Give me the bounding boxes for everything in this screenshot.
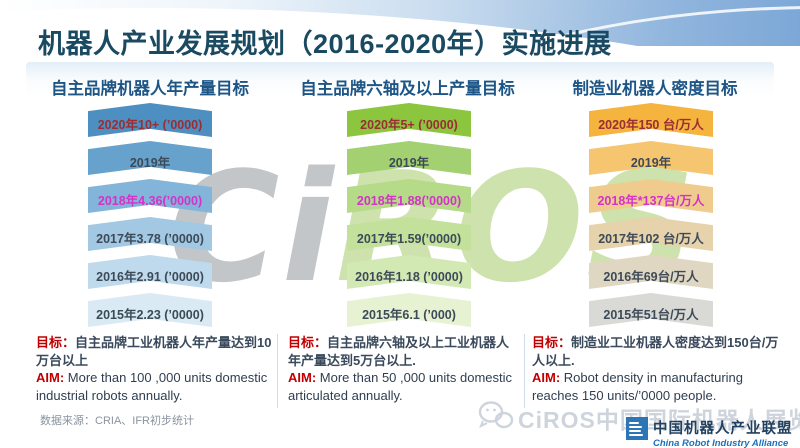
wechat-icon [478,399,514,436]
aim-text: More than 50 ,000 units domestic articul… [288,370,513,403]
chevron-row: 2017年102 台/万人 [589,217,713,251]
expo-watermark-text: CiROS中国国际机器人展览会 [518,406,800,433]
goal-text: 制造业工业机器人密度达到150台/万人以上. [532,335,779,368]
chevron-stack-annual-output: 2020年10+ (’0000) 2019年 2018年4.36(’0000) 201… [88,103,212,331]
goal-label: 目标： [36,335,76,350]
header-strip [26,62,774,96]
chevron-row: 2018年1.88(’0000) [347,179,471,213]
chevron-row: 2015年2.23 (’0000) [88,293,212,327]
divider [524,334,525,408]
chevron-row: 2017年1.59(’0000) [347,217,471,251]
aim-text: Robot density in manufacturing reaches 1… [532,370,744,403]
chevron-row: 2018年4.36(’0000) [88,179,212,213]
chevron-row: 2016年2.91 (’0000) [88,255,212,289]
alliance-logo-mark [626,417,648,440]
chevron-row: 2020年10+ (’0000) [88,103,212,137]
chevron-row: 2019年 [589,141,713,175]
alliance-name-cn: 中国机器人产业联盟 [653,421,793,437]
goal-text: 自主品牌六轴及以上工业机器人年产量达到5万台以上. [288,335,510,368]
chevron-row: 2020年150 台/万人 [589,103,713,137]
chevron-row: 2015年6.1 (’000) [347,293,471,327]
chevron-stack-robot-density: 2020年150 台/万人 2019年 2018年*137台/万人 2017年102 … [589,103,713,331]
chevron-stack-six-axis-output: 2020年5+ (’0000) 2019年 2018年1.88(’0000) 2017… [347,103,471,331]
chevron-row: 2019年 [88,141,212,175]
chevron-row: 2018年*137台/万人 [589,179,713,213]
alliance-name-en: China Robot Industry Alliance [653,438,789,448]
chevron-row: 2016年69台/万人 [589,255,713,289]
aim-label: AIM: [36,370,65,385]
aim-label: AIM: [288,370,317,385]
goal-block-six-axis-output: 目标：自主品牌六轴及以上工业机器人年产量达到5万台以上. AIM: More t… [288,334,520,404]
goal-label: 目标： [532,335,572,350]
column-header-annual-output: 自主品牌机器人年产量目标 [51,80,249,98]
goal-label: 目标： [288,335,328,350]
divider [277,334,278,408]
goal-text: 自主品牌工业机器人年产量达到10万台以上 [36,335,272,368]
aim-label: AIM: [532,370,561,385]
goal-block-annual-output: 目标：自主品牌工业机器人年产量达到10万台以上 AIM: More than 1… [36,334,276,404]
chevron-row: 2016年1.18 (’0000) [347,255,471,289]
aim-text: More than 100 ,000 units domestic indust… [36,370,268,403]
chevron-row: 2015年51台/万人 [589,293,713,327]
data-source-note: 数据来源：CRIA、IFR初步统计 [40,415,194,427]
column-header-robot-density: 制造业机器人密度目标 [572,80,738,98]
expo-watermark: CiROS中国国际机器人展览会 [478,399,800,436]
alliance-logo-text: 中国机器人产业联盟 China Robot Industry Alliance [653,417,793,448]
column-header-six-axis-output: 自主品牌六轴及以上产量目标 [300,80,515,98]
chevron-row: 2019年 [347,141,471,175]
chevron-row: 2020年5+ (’0000) [347,103,471,137]
chevron-row: 2017年3.78 (’0000) [88,217,212,251]
alliance-logo: 中国机器人产业联盟 China Robot Industry Alliance [626,417,793,448]
goal-block-robot-density: 目标：制造业工业机器人密度达到150台/万人以上. AIM: Robot den… [532,334,780,404]
page-title: 机器人产业发展规划（2016-2020年）实施进展 [38,29,612,59]
